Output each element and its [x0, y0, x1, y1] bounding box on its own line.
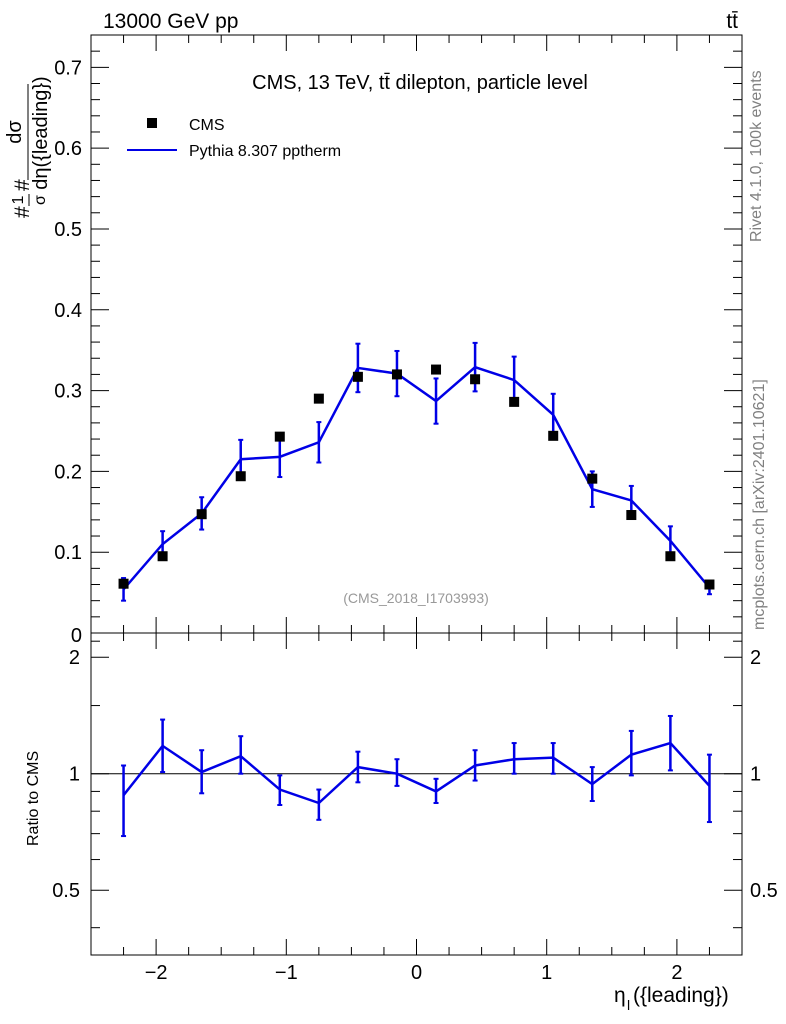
cms-data-point [352, 371, 363, 382]
main-ytick-label: 0.5 [54, 219, 82, 241]
cms-data-point [704, 579, 715, 590]
cms-data-point [626, 510, 637, 521]
ratio-ytick-label-left: 2 [69, 647, 80, 669]
pythia-line [122, 365, 711, 591]
xlabel-rest: ({leading}) [633, 984, 729, 1007]
legend-cms-marker [147, 118, 157, 128]
ylabel-denominator: dη({leading}) [30, 76, 52, 189]
ratio-ytick-label-left: 1 [69, 764, 80, 786]
main-ytick-label: 0.4 [54, 300, 82, 322]
ratio-xtick-label: 1 [541, 962, 552, 984]
cms-data-point [665, 551, 676, 562]
ylabel-hash-1: # [11, 206, 34, 218]
analysis-watermark: (CMS_2018_I1703993) [343, 590, 489, 606]
rivet-label: Rivet 4.1.0, 100k events [748, 70, 765, 242]
ratio-ytick-label-right: 1 [750, 764, 761, 786]
ratio-axes: −2 −1 0 1 2 0.5 0.5 1 1 2 2 [52, 633, 778, 984]
ylabel-hash-2: # [11, 179, 34, 191]
ylabel-numerator: dσ [4, 120, 26, 144]
ratio-line [122, 741, 711, 805]
xlabel: η l ({leading}) [614, 984, 729, 1013]
ratio-ytick-label-right: 2 [750, 647, 761, 669]
ratio-xtick-label: 0 [411, 962, 422, 984]
legend-cms-label: CMS [189, 117, 225, 134]
cms-data-point [274, 431, 285, 442]
ratio-xtick-label: −1 [275, 962, 298, 984]
xlabel-subscript: l [627, 997, 630, 1013]
main-ytick-label: 0.7 [54, 57, 82, 79]
cms-data-point [118, 578, 129, 589]
cms-data-point [313, 393, 324, 404]
cms-data-point [470, 374, 481, 385]
main-ylabel: # 1 σ # dσ dη({leading}) [4, 76, 52, 218]
main-title: CMS, 13 TeV, tt̄ dilepton, particle leve… [252, 72, 588, 94]
cms-data-point [431, 364, 442, 375]
legend-pythia-label: Pythia 8.307 pptherm [189, 143, 341, 160]
cms-data-point [509, 396, 520, 407]
ratio-series [121, 714, 712, 838]
ylabel-one: 1 [10, 195, 27, 204]
main-ytick-label: 0.3 [54, 381, 82, 403]
cms-data-point [157, 551, 168, 562]
ratio-xtick-label: −2 [145, 962, 168, 984]
main-ytick-label: 0.6 [54, 138, 82, 160]
source-label: mcplots.cern.ch [arXiv:2401.10621] [751, 379, 768, 630]
ylabel-sigma: σ [32, 195, 49, 205]
legend: CMS Pythia 8.307 pptherm [127, 117, 341, 160]
energy-label: 13000 GeV pp [103, 10, 238, 33]
main-series [118, 341, 715, 602]
ratio-xtick-label: 2 [671, 962, 682, 984]
cms-data-point [196, 509, 207, 520]
main-axes: 0.1 0.2 0.3 0.4 0.5 0.6 0.7 0 [54, 34, 742, 647]
cms-data-point [391, 369, 402, 380]
process-label: tt̄ [726, 10, 738, 33]
main-ytick-label: 0.2 [54, 461, 82, 483]
ratio-ytick-label-left: 0.5 [52, 880, 80, 902]
ratio-ytick-label-right: 0.5 [750, 880, 778, 902]
cms-data-point [548, 430, 559, 441]
cms-data-point [587, 473, 598, 484]
xlabel-eta: η [614, 984, 626, 1007]
main-ytick-label-zero: 0 [71, 625, 82, 647]
main-ytick-label: 0.1 [54, 542, 82, 564]
ratio-ylabel: Ratio to CMS [25, 751, 42, 846]
ratio-panel-frame [90, 632, 743, 956]
cms-data-point [235, 471, 246, 482]
